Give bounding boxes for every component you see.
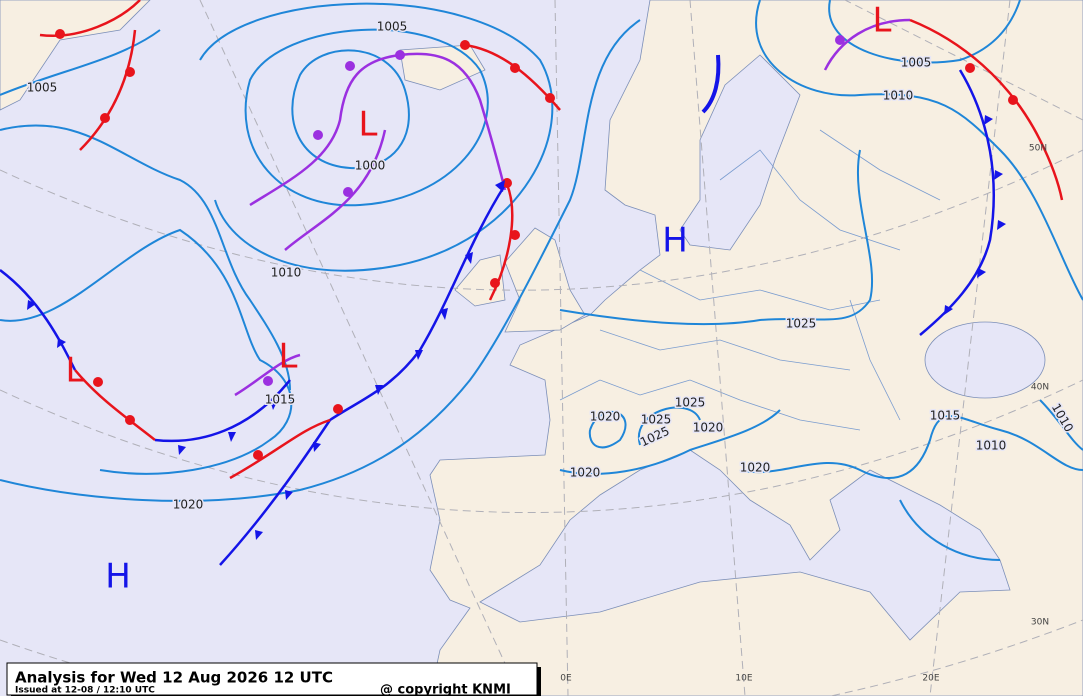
sea-black — [924, 321, 1046, 399]
isobar-label: 1010 — [271, 266, 302, 280]
isobar-label: 1010 — [976, 439, 1007, 453]
map-title: Analysis for Wed 12 Aug 2026 12 UTC — [15, 669, 333, 687]
warm-symbol — [333, 404, 343, 414]
warm-symbol — [125, 67, 135, 77]
isobar — [244, 28, 489, 207]
warm-symbol — [55, 29, 65, 39]
warm-symbol — [253, 450, 263, 460]
warm-front — [39, 0, 141, 151]
graticule-label: 10E — [735, 674, 752, 684]
isobar-label: 1010 — [883, 89, 914, 103]
isobar-label: 1020 — [173, 498, 204, 512]
occluded-front — [284, 129, 387, 251]
warm-symbol — [490, 278, 500, 288]
graticule-label: 0E — [560, 674, 572, 684]
isobar — [199, 2, 554, 272]
isobar — [899, 399, 1083, 561]
cold-front — [219, 184, 507, 566]
occluded-symbol — [835, 35, 845, 45]
front-symbols — [27, 29, 1018, 540]
isobar-label: 1020 — [693, 421, 724, 435]
warm-symbol — [510, 63, 520, 73]
isobar — [559, 406, 781, 475]
isobar-label: 1025 — [641, 413, 672, 427]
graticule-label: 40N — [1031, 383, 1049, 393]
isobar-label: 1005 — [901, 56, 932, 70]
cold-front — [0, 269, 77, 371]
warm-symbol — [1008, 95, 1018, 105]
warm-front — [909, 18, 1064, 201]
occluded-front — [823, 18, 911, 71]
warm-symbol — [100, 113, 110, 123]
warm-symbol — [460, 40, 470, 50]
issued-time: Issued at 12-08 / 12:10 UTC — [15, 686, 155, 696]
occluded-symbol — [343, 187, 353, 197]
warm-symbol — [510, 230, 520, 240]
warm-symbol — [93, 377, 103, 387]
isobar-label: 1005 — [27, 81, 58, 95]
isobar — [755, 0, 1083, 301]
occluded-symbol — [345, 61, 355, 71]
pressure-center: H — [105, 557, 131, 597]
occluded-front — [234, 353, 301, 397]
occluded-symbol — [395, 50, 405, 60]
isobar-label: 1020 — [570, 466, 601, 480]
isobar — [0, 228, 293, 475]
warm-symbol — [125, 415, 135, 425]
graticule-label: 20E — [922, 674, 939, 684]
isobar — [0, 19, 641, 502]
pressure-center: L — [279, 337, 298, 377]
land-greenland — [0, 0, 151, 111]
isobar-label: 1025 — [675, 396, 706, 410]
isobars — [0, 0, 1083, 561]
warm-symbol — [965, 63, 975, 73]
isobar — [559, 149, 874, 326]
isobar — [739, 415, 1083, 480]
occluded-symbol — [313, 130, 323, 140]
isobar-label: 1020 — [590, 410, 621, 424]
isobar — [0, 29, 291, 391]
map-labels: L L L L H H 1005 1005 1005 1010 1000 1010 1015 1020 10… — [25, 1, 1077, 684]
sea-baltic — [679, 54, 801, 251]
pressure-center: L — [359, 105, 378, 145]
land-great-britain — [504, 227, 586, 333]
isobar-label: 1015 — [930, 409, 961, 423]
isobar-label: 1020 — [740, 461, 771, 475]
warm-front — [74, 369, 156, 441]
title-box — [6, 662, 538, 696]
isobar — [828, 0, 1021, 64]
pressure-center: L — [873, 1, 892, 41]
stationary-front — [701, 54, 721, 114]
country-borders — [559, 129, 941, 431]
warm-front — [229, 418, 331, 480]
graticule-label: 30N — [1031, 618, 1049, 628]
land-iceland — [399, 44, 486, 91]
warm-symbol — [545, 93, 555, 103]
cold-front — [154, 379, 291, 443]
isobar-label: 1015 — [265, 393, 296, 407]
isobar-label: 1000 — [355, 159, 386, 173]
pressure-center: L — [66, 351, 85, 391]
pressure-center: H — [662, 221, 688, 261]
copyright: @ copyright KNMI — [380, 683, 511, 696]
occluded-symbol — [263, 376, 273, 386]
isobar-label: 1025 — [786, 317, 817, 331]
isobar-label: 1005 — [377, 20, 408, 34]
graticule-label: 50N — [1029, 144, 1047, 154]
isobar — [291, 49, 410, 170]
